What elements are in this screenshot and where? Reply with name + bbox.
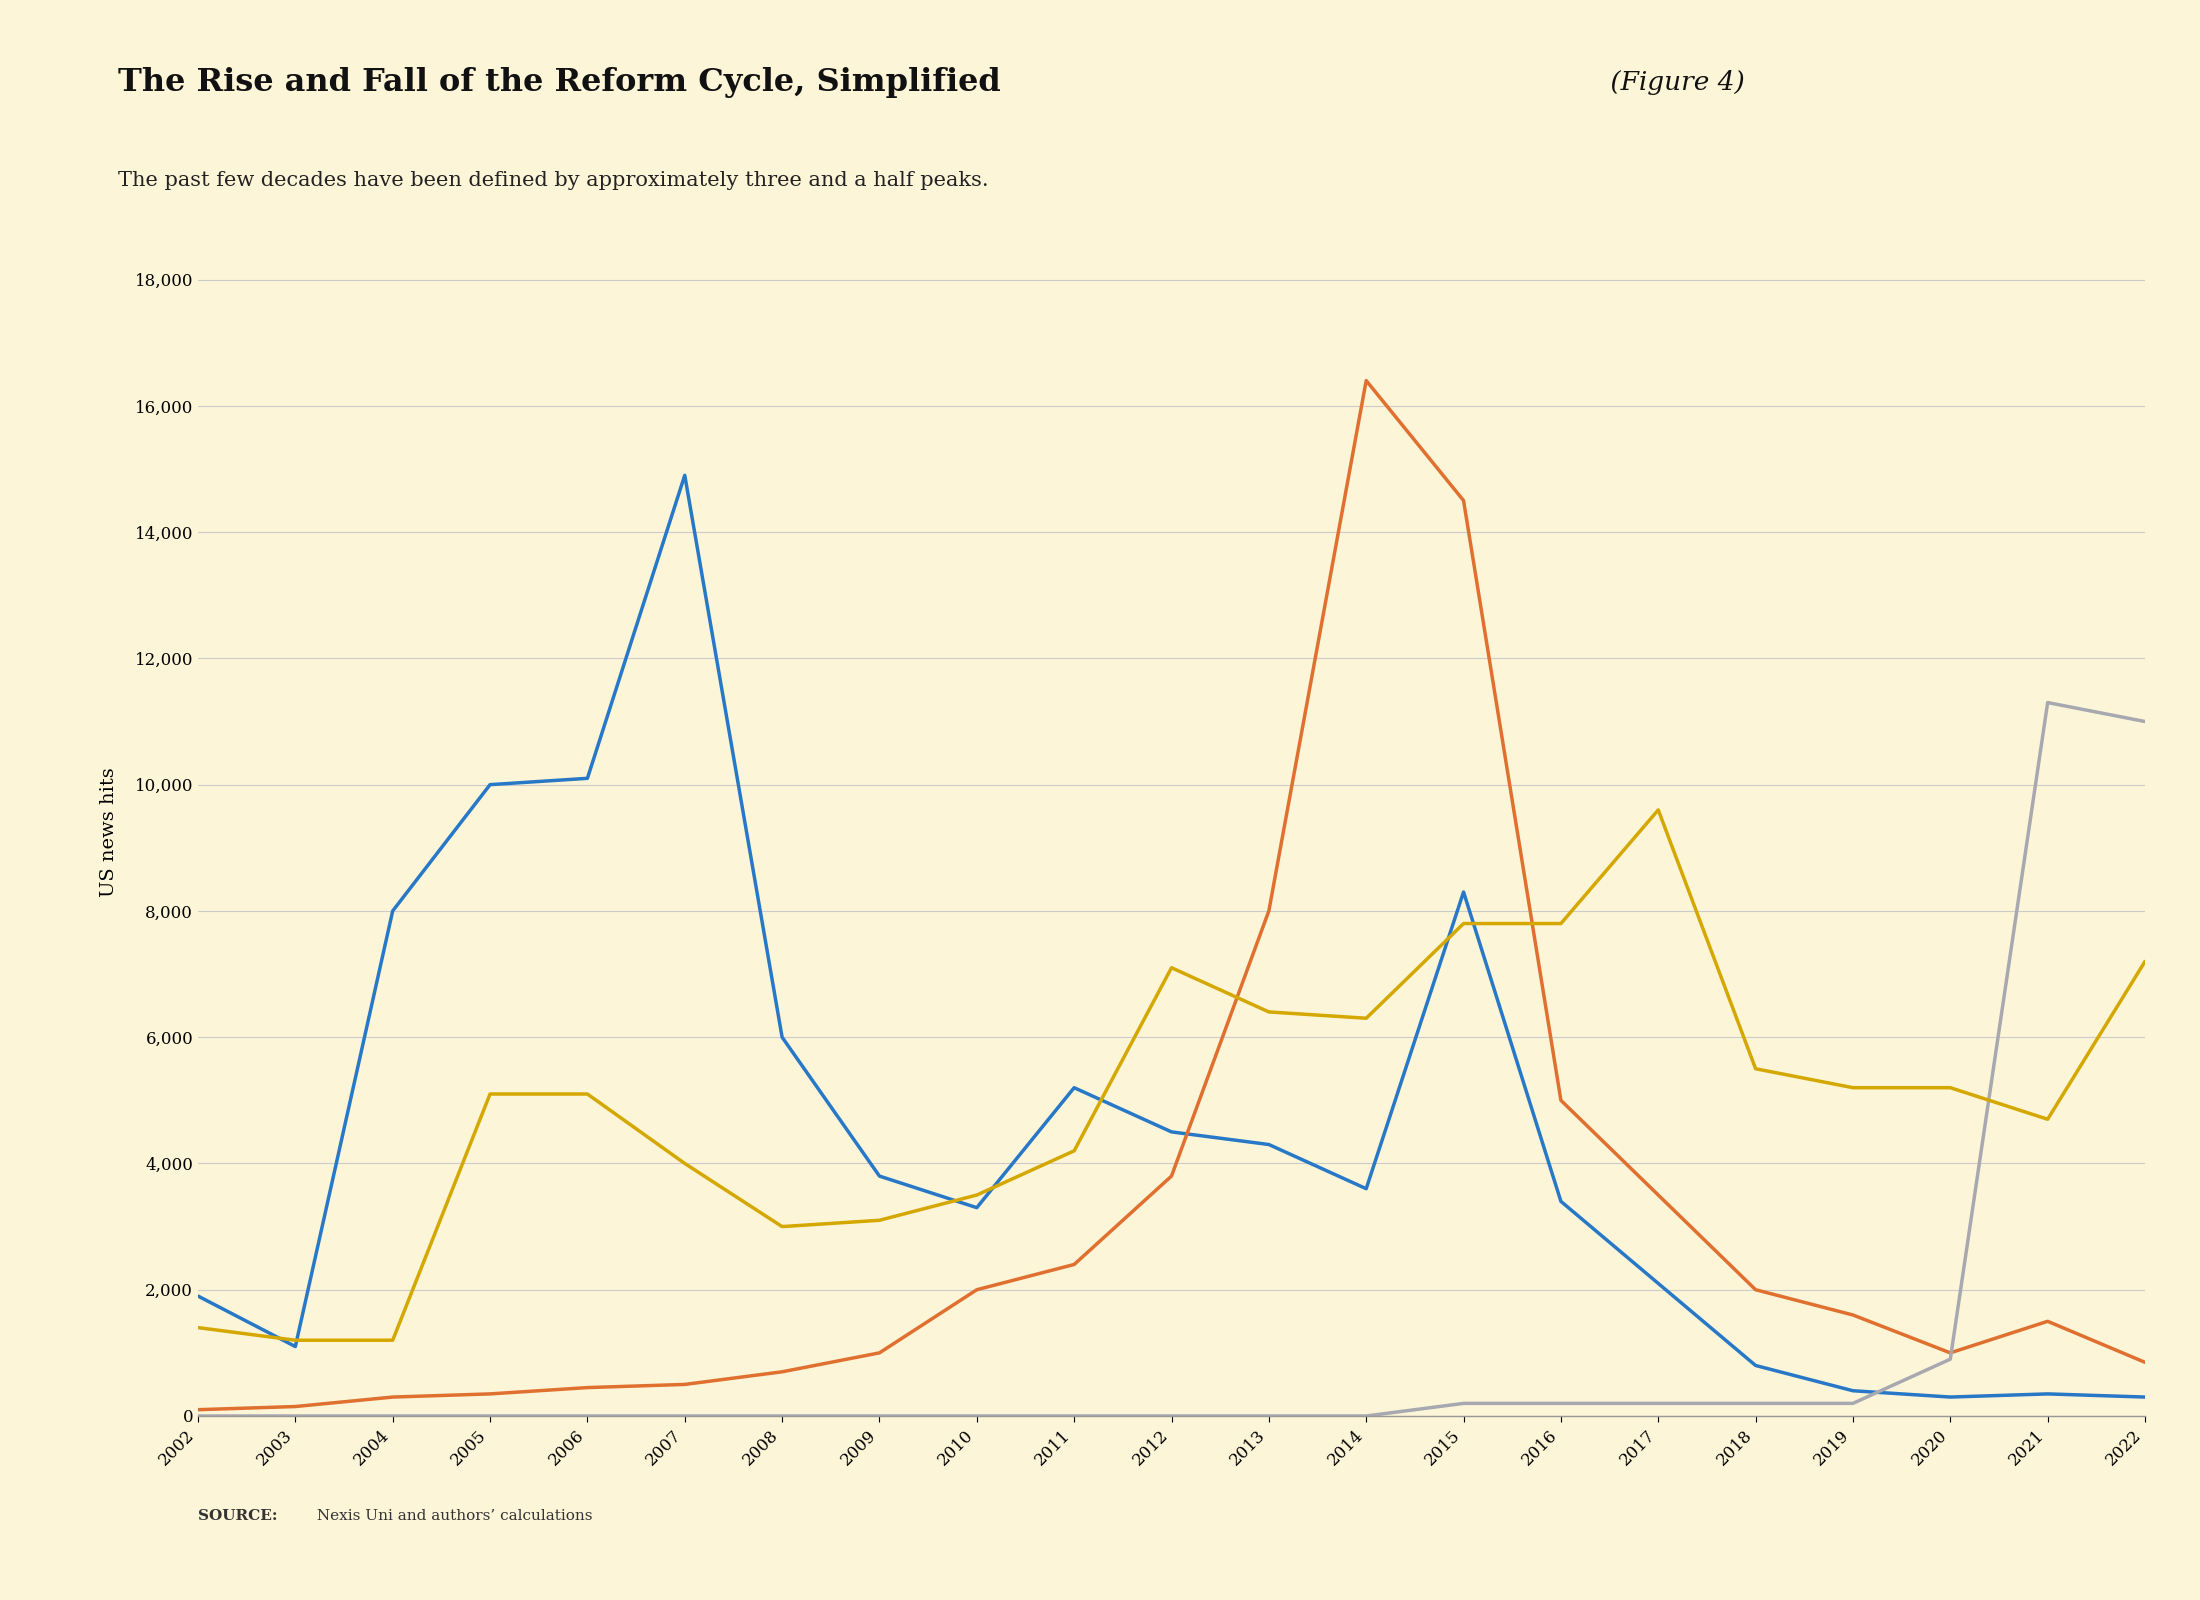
Y-axis label: US news hits: US news hits xyxy=(99,766,119,898)
Text: SOURCE:: SOURCE: xyxy=(198,1509,277,1523)
Text: Nexis Uni and authors’ calculations: Nexis Uni and authors’ calculations xyxy=(312,1509,592,1523)
Text: (Figure 4): (Figure 4) xyxy=(1602,70,1745,94)
Text: The past few decades have been defined by approximately three and a half peaks.: The past few decades have been defined b… xyxy=(117,171,988,189)
Text: The Rise and Fall of the Reform Cycle, Simplified: The Rise and Fall of the Reform Cycle, S… xyxy=(117,67,1001,98)
Legend: NCLB, Common core, CRT, School choice: NCLB, Common core, CRT, School choice xyxy=(777,1598,1566,1600)
